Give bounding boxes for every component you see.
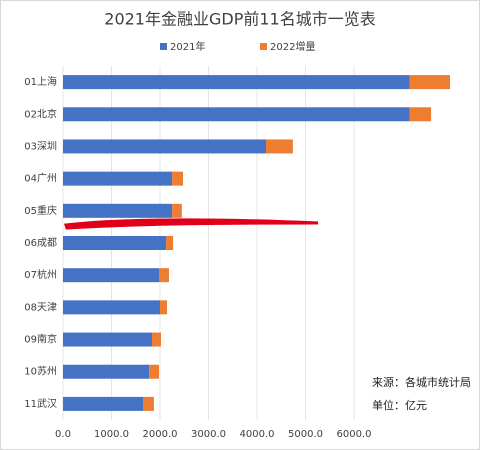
legend-label: 2021年 [170,40,205,53]
bar-segment [166,236,174,250]
bar-segment [63,332,152,347]
x-tick-label: 6000.0 [337,429,372,440]
y-tick-label: 05重庆 [24,204,57,217]
x-tick-label: 5000.0 [288,429,323,440]
bar-segment [63,203,173,218]
bar-segment [63,139,266,154]
bar-segment [63,268,160,283]
source-note: 来源：各城市统计局 [372,375,471,389]
legend-swatch [160,43,167,50]
y-tick-label: 04广州 [24,173,57,185]
bar-segment [63,171,173,186]
y-tick-label: 10苏州 [24,365,57,378]
y-tick-label: 09南京 [24,333,57,346]
bar-segment [151,332,161,347]
x-tick-label: 2000.0 [143,429,178,440]
x-tick-label: 3000.0 [191,429,226,440]
y-tick-label: 01上海 [24,75,57,88]
y-tick-label: 11武汉 [24,397,57,410]
y-tick-label: 08天津 [24,301,57,313]
legend-label: 2022增量 [270,40,315,53]
bar-segment [409,107,432,122]
bar-segment [172,203,182,218]
bar-segment [159,268,169,283]
bar-segment [63,396,144,411]
x-tick-label: 4000.0 [240,429,275,440]
bar-segment [63,236,167,250]
bar-segment [143,396,154,411]
bar-segment [63,75,410,90]
y-tick-label: 07杭州 [24,268,57,281]
y-tick-label: 03深圳 [24,140,57,152]
hand-drawn-underline [63,218,319,230]
bar-segment [409,75,451,90]
legend-swatch [260,43,267,50]
bar-segment [63,364,150,379]
bar-segment [265,139,293,154]
y-tick-label: 02北京 [24,107,57,120]
chart-title: 2021年金融业GDP前11名城市一览表 [104,10,375,29]
bar-segment [63,107,410,122]
bar-segment [160,300,168,315]
bar-segment [149,364,160,379]
x-tick-label: 0.0 [55,429,71,440]
bar-segment [172,171,184,186]
y-tick-label: 06成都 [24,237,57,249]
bar-segment [63,300,160,315]
x-tick-label: 1000.0 [94,429,129,440]
unit-note: 单位：亿元 [372,398,427,412]
